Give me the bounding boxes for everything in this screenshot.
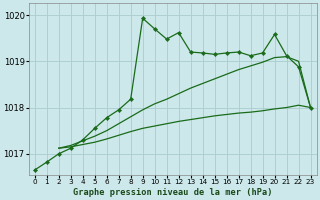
X-axis label: Graphe pression niveau de la mer (hPa): Graphe pression niveau de la mer (hPa) (73, 188, 272, 197)
